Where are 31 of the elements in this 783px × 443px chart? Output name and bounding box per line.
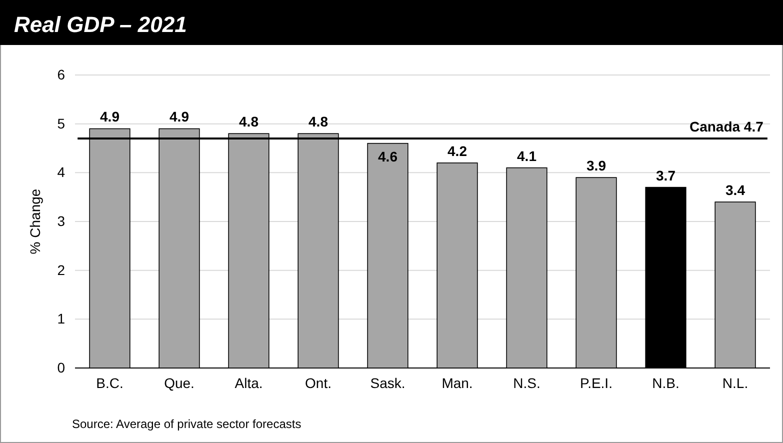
chart-title: Real GDP – 2021 xyxy=(14,12,187,37)
data-label: 4.8 xyxy=(239,114,259,130)
x-tick-label: Man. xyxy=(442,374,473,391)
data-label: 4.6 xyxy=(378,148,398,164)
x-tick-label: Que. xyxy=(164,374,194,391)
x-tick-label: P.E.I. xyxy=(580,374,612,391)
y-tick-label: 3 xyxy=(57,212,66,229)
data-label: 4.9 xyxy=(100,108,120,125)
data-label: 3.9 xyxy=(586,158,606,174)
y-tick-label: 1 xyxy=(57,310,66,327)
data-label: 3.7 xyxy=(656,167,676,184)
x-tick-label: B.C. xyxy=(96,374,124,391)
ref-line-label: Canada 4.7 xyxy=(689,118,764,134)
x-tick-label: Ont. xyxy=(305,374,332,391)
x-tick-label: N.L. xyxy=(722,374,748,391)
x-tick-label: N.S. xyxy=(513,374,540,391)
y-tick-label: 2 xyxy=(57,262,66,278)
data-label: 4.8 xyxy=(308,114,328,130)
source-note: Source: Average of private sector forecasts xyxy=(72,417,302,431)
x-tick-label: Sask. xyxy=(370,374,406,391)
y-tick-label: 4 xyxy=(57,164,66,180)
data-label: 3.4 xyxy=(726,182,746,198)
x-tick-label: N.B. xyxy=(652,374,680,391)
y-tick-label: 0 xyxy=(57,359,66,376)
y-tick-label: 6 xyxy=(57,66,66,82)
y-axis-title: % Change xyxy=(27,188,43,254)
data-label: 4.9 xyxy=(170,108,190,125)
data-label: 4.2 xyxy=(448,142,468,159)
data-label: 4.1 xyxy=(517,148,537,164)
y-tick-label: 5 xyxy=(57,115,66,132)
x-tick-label: Alta. xyxy=(234,374,263,391)
